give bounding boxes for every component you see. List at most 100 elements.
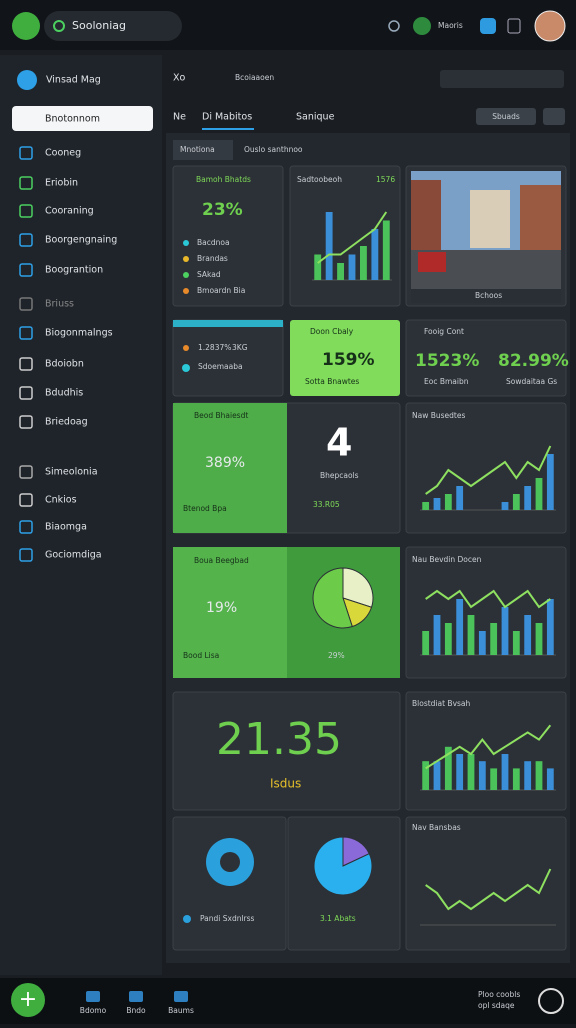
action-button[interactable] — [476, 108, 536, 125]
card-half — [173, 403, 287, 533]
save-button[interactable] — [538, 988, 564, 1014]
nav-label[interactable]: Bdomo — [80, 1006, 107, 1015]
search-pill[interactable] — [44, 11, 182, 41]
search-button[interactable] — [388, 20, 400, 32]
toolbar-icons[interactable] — [440, 70, 564, 88]
card-badge: 1576 — [376, 175, 395, 184]
nav-item[interactable]: Cooraning — [45, 206, 94, 217]
workspace-name[interactable]: Vinsad Mag — [46, 75, 101, 86]
add-icon: + — [19, 987, 37, 1012]
caption-bar — [411, 289, 561, 303]
bar — [433, 615, 441, 655]
bar — [433, 498, 441, 510]
nav-icon — [19, 176, 33, 190]
bullet — [183, 915, 191, 923]
bar — [524, 761, 532, 790]
add-button[interactable] — [11, 983, 45, 1017]
nav-item[interactable]: Briedoag — [45, 417, 88, 428]
kpi-label: Btenod Bpa — [183, 504, 227, 513]
bar — [456, 754, 464, 790]
pie-slice — [342, 567, 374, 608]
bar — [490, 623, 498, 655]
nav-icon — [19, 263, 33, 277]
bar — [512, 768, 520, 790]
card-title: Bamoh Bhatds — [196, 175, 251, 184]
sub-value: 33.R05 — [313, 500, 340, 509]
nav-icon — [19, 146, 33, 160]
card — [172, 165, 284, 307]
app-title: Sooloniag — [72, 19, 126, 32]
nav-item[interactable]: Cooneg — [45, 148, 81, 159]
bar — [512, 631, 520, 655]
filter[interactable]: Bcoiaaoen — [235, 73, 274, 82]
bar — [467, 754, 475, 790]
nav-label[interactable]: Baums — [168, 1006, 194, 1015]
nav-icon[interactable] — [174, 991, 188, 1002]
card — [172, 691, 401, 811]
search-field[interactable] — [12, 106, 153, 131]
nav-icon — [19, 548, 33, 562]
tab[interactable]: Sanique — [296, 112, 335, 123]
tab[interactable]: Di Mabitos — [202, 112, 252, 123]
photo-building — [520, 185, 561, 255]
kpi-value: 82.99% — [498, 351, 569, 371]
bar — [524, 486, 532, 510]
card-title: Boua Beegbad — [194, 556, 249, 565]
nav-icon[interactable] — [86, 991, 100, 1002]
doc-icon[interactable] — [507, 18, 521, 34]
bar — [422, 761, 430, 790]
subtab[interactable]: Mnotiona — [180, 145, 215, 154]
notification-icon[interactable] — [480, 18, 496, 34]
legend-dot — [183, 288, 189, 294]
kpi-value: 23% — [202, 200, 243, 220]
view-select[interactable]: Xo — [173, 73, 186, 84]
nav-icon[interactable] — [129, 991, 143, 1002]
nav-item[interactable]: Boograntion — [45, 265, 103, 276]
bar — [360, 246, 367, 280]
tab-underline — [202, 128, 254, 130]
bar — [433, 761, 441, 790]
stat: 1.2837% — [198, 343, 231, 352]
menu-button[interactable] — [543, 108, 565, 125]
nav-item[interactable]: Biaomga — [45, 522, 87, 533]
nav-item[interactable]: Cnkios — [45, 495, 77, 506]
bar — [444, 623, 452, 655]
bar — [314, 254, 322, 280]
nav-item[interactable]: Boorgengnaing — [45, 235, 117, 246]
bullet — [183, 345, 189, 351]
card-title: Fooig Cont — [424, 327, 464, 336]
avatar[interactable] — [534, 10, 566, 42]
nav-label[interactable]: Bndo — [126, 1006, 146, 1015]
nav-item[interactable]: Biogonmalngs — [45, 328, 113, 339]
kpi-value: 21.35 — [216, 714, 342, 765]
nav-icon — [19, 415, 33, 429]
trend-line — [425, 868, 552, 911]
nav-item[interactable]: Briuss — [45, 299, 74, 310]
bullet — [182, 364, 190, 372]
search-icon — [53, 20, 65, 32]
subtab[interactable]: Ouslo santhnoo — [244, 145, 303, 154]
bar — [524, 615, 532, 655]
nav-item[interactable]: Simeolonia — [45, 467, 98, 478]
pie-label: 3.1 Abats — [320, 914, 356, 923]
card-label: Pandi Sxdnlrss — [200, 914, 255, 923]
subtab-active[interactable] — [173, 140, 233, 160]
trend-line — [317, 211, 388, 264]
bar — [325, 212, 333, 280]
bar — [535, 761, 543, 790]
card-title: Sadtoobeoh — [297, 175, 342, 184]
tab[interactable]: Ne — [173, 112, 186, 123]
kpi-value: 159% — [322, 350, 375, 370]
nav-item[interactable]: Gociomdiga — [45, 550, 102, 561]
nav-item[interactable]: Bdoiobn — [45, 359, 84, 370]
trend-line — [425, 589, 551, 609]
legend: Bacdnoa Brandas SAkad Bmoardn Bia — [183, 238, 245, 295]
bar — [535, 623, 543, 655]
status-icon[interactable] — [413, 17, 431, 35]
legend-dot — [183, 240, 189, 246]
nav-item[interactable]: Bdudhis — [45, 388, 83, 399]
nav-item[interactable]: Eriobin — [45, 178, 78, 189]
action-label: Sbuads — [492, 112, 520, 121]
kpi-value: 19% — [206, 600, 237, 616]
